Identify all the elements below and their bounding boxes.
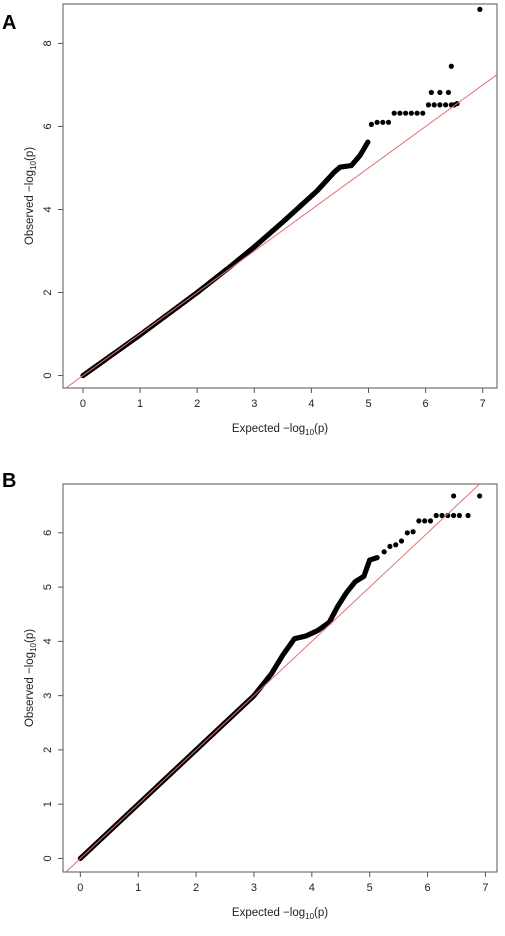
plot-frame — [62, 3, 498, 389]
data-point — [368, 121, 374, 127]
axis-title-subscript: 10 — [29, 160, 38, 169]
data-point — [397, 110, 403, 116]
x-axis-title: Expected −log10(p) — [232, 423, 328, 437]
data-point — [408, 110, 414, 116]
axis-title-suffix: (p) — [314, 907, 328, 919]
data-point — [451, 493, 457, 499]
y-tick-label: 1 — [42, 801, 54, 807]
data-point — [404, 530, 410, 536]
x-tick-label: 1 — [135, 882, 141, 894]
data-point — [433, 512, 439, 519]
data-point — [422, 518, 428, 524]
y-axis-title: Observed −log10(p) — [24, 629, 38, 727]
axis-title-text: Expected −log — [232, 423, 305, 435]
data-point — [439, 512, 445, 519]
x-tick-label: 0 — [77, 882, 83, 894]
x-tick-label: 7 — [480, 398, 486, 410]
axis-title-suffix: (p) — [24, 629, 36, 643]
data-point — [445, 512, 451, 519]
data-point — [465, 512, 471, 519]
points-group — [77, 493, 483, 862]
x-tick-label: 0 — [80, 398, 86, 410]
data-point — [428, 89, 434, 96]
y-tick-label: 8 — [42, 40, 54, 46]
data-point — [477, 6, 483, 12]
data-point — [374, 555, 380, 561]
panel-b: B 0 1 2 3 4 5 6 7 0 1 2 3 4 5 6 Expected −log10(p) Obser… — [0, 466, 505, 936]
data-point — [456, 512, 462, 519]
data-point — [374, 119, 380, 125]
y-tick-label: 6 — [42, 530, 54, 536]
y-tick-label: 6 — [42, 123, 54, 129]
data-point — [437, 102, 443, 108]
data-point — [443, 102, 449, 108]
data-point — [387, 543, 393, 550]
x-tick-label: 4 — [308, 398, 314, 410]
data-point — [451, 512, 457, 519]
axis-title-text: Observed −log — [24, 170, 36, 245]
y-tick-label: 2 — [42, 747, 54, 753]
y-tick-label: 2 — [42, 289, 54, 295]
data-point — [420, 110, 426, 116]
axis-title-suffix: (p) — [314, 423, 328, 435]
axis-title-text: Observed −log — [24, 652, 36, 727]
x-tick-label: 7 — [482, 882, 488, 894]
panel-a: A 0 1 2 3 4 5 6 7 0 2 4 6 8 Expected −log10(p) Observe… — [0, 0, 505, 466]
data-point — [448, 63, 454, 69]
x-tick-label: 5 — [365, 398, 371, 410]
data-point — [393, 542, 399, 548]
x-tick-label: 5 — [367, 882, 373, 894]
x-tick-label: 4 — [309, 882, 315, 894]
y-tick-label: 3 — [42, 693, 54, 699]
panel-label: B — [2, 470, 17, 492]
x-tick-label: 2 — [193, 882, 199, 894]
x-tick-label: 3 — [251, 882, 257, 894]
reference-line — [65, 484, 481, 872]
data-point — [403, 110, 409, 116]
x-tick-label: 6 — [424, 882, 430, 894]
x-tick-label: 1 — [137, 398, 143, 410]
x-tick-label: 2 — [194, 398, 200, 410]
axis-title-subscript: 10 — [305, 428, 314, 437]
points-group — [80, 6, 483, 379]
data-point — [380, 119, 386, 125]
plot-frame — [62, 483, 498, 873]
data-point — [385, 119, 392, 125]
data-point — [414, 110, 420, 116]
panel-label: A — [2, 12, 17, 34]
y-axis-title: Observed −log10(p) — [24, 147, 38, 245]
data-point — [427, 518, 434, 524]
y-tick-label: 4 — [42, 206, 54, 212]
data-point — [425, 102, 432, 108]
reference-line — [65, 73, 497, 388]
data-point — [437, 89, 443, 96]
data-point — [381, 549, 387, 555]
data-point — [410, 529, 416, 535]
axis-title-subscript: 10 — [29, 642, 38, 651]
data-point — [365, 139, 371, 145]
y-tick-label: 0 — [42, 372, 54, 378]
data-point — [391, 110, 397, 116]
x-axis-title: Expected −log10(p) — [232, 907, 328, 921]
y-tick-label: 4 — [42, 638, 54, 644]
data-point — [445, 89, 452, 96]
data-point — [398, 538, 405, 544]
data-point — [477, 493, 483, 499]
axis-title-suffix: (p) — [24, 147, 36, 161]
data-point — [416, 518, 422, 524]
axis-title-subscript: 10 — [305, 912, 314, 921]
axis-title-text: Expected −log — [232, 907, 305, 919]
y-tick-label: 5 — [42, 584, 54, 590]
y-tick-label: 0 — [42, 855, 54, 861]
x-tick-label: 6 — [423, 398, 429, 410]
x-tick-label: 3 — [251, 398, 257, 410]
data-point — [431, 102, 437, 108]
